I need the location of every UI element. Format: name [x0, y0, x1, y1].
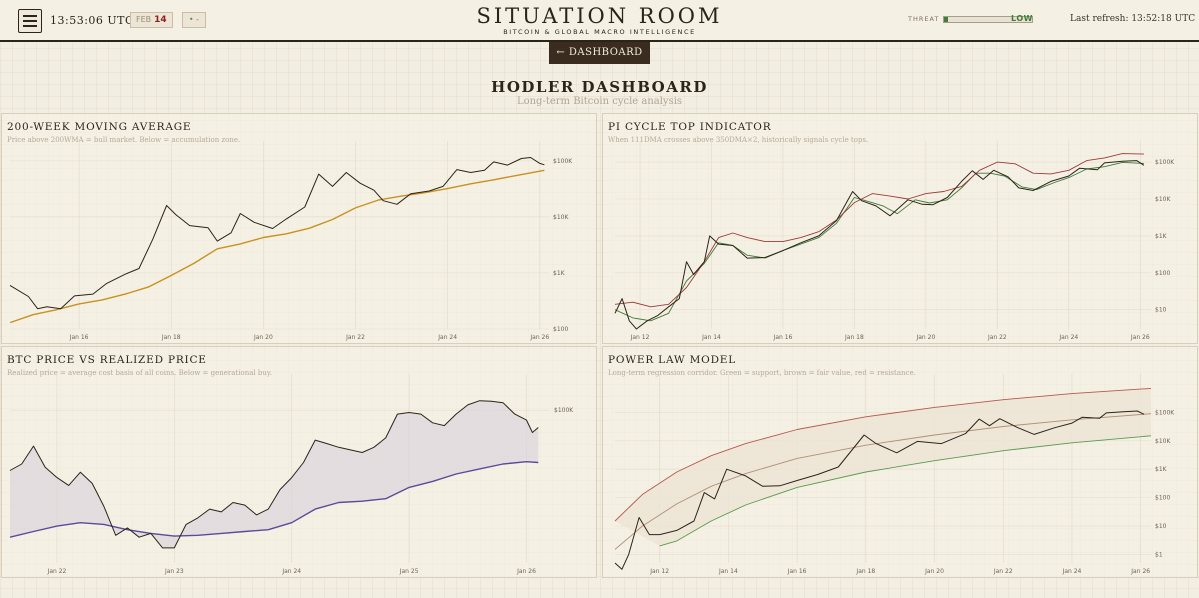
- y-tick-label: $10: [1155, 307, 1167, 314]
- x-tick-label: Jan 24: [437, 334, 457, 341]
- panel-title: POWER LAW MODEL: [608, 354, 737, 366]
- y-tick-label: $10: [1155, 523, 1167, 530]
- x-tick-label: Jan 18: [844, 334, 864, 341]
- series-btc-price-line: [614, 410, 1145, 570]
- panel-200wma: 200-WEEK MOVING AVERAGE Price above 200W…: [1, 113, 597, 344]
- x-tick-label: Jan 22: [47, 568, 67, 575]
- y-tick-label: $10K: [1155, 196, 1171, 203]
- series-btc-price-line: [9, 400, 539, 549]
- menu-icon[interactable]: [18, 9, 42, 33]
- x-tick-label: Jan 24: [1062, 568, 1082, 575]
- last-refresh: Last refresh: 13:52:18 UTC: [1070, 14, 1196, 24]
- brand-subtitle: BITCOIN & GLOBAL MACRO INTELLIGENCE: [503, 28, 696, 36]
- y-tick-label: $100: [1155, 495, 1170, 502]
- y-tick-label: $1K: [1155, 466, 1168, 473]
- x-tick-label: Jan 14: [701, 334, 721, 341]
- series-support-line: [659, 435, 1152, 547]
- x-tick-label: Jan 24: [281, 568, 301, 575]
- utc-clock: 13:53:06 UTC: [50, 14, 134, 27]
- x-tick-label: Jan 26: [1130, 334, 1150, 341]
- page-title: HODLER DASHBOARD: [491, 78, 708, 96]
- panel-power-law: POWER LAW MODEL Long-term regression cor…: [602, 346, 1198, 578]
- panel-pi-cycle: PI CYCLE TOP INDICATOR When 111DMA cross…: [602, 113, 1198, 344]
- x-tick-label: Jan 22: [987, 334, 1007, 341]
- y-tick-label: $100K: [553, 158, 573, 165]
- pi-cycle-chart: Jan 12 Jan 14 Jan 16 Jan 18 Jan 20 Jan 22 Jan …: [614, 141, 1175, 341]
- brand: SITUATION ROOM BITCOIN & GLOBAL MACRO IN…: [0, 4, 1199, 36]
- y-tick-label: $100K: [1155, 159, 1175, 166]
- date-month: FEB: [136, 15, 152, 24]
- x-tick-label: Jan 16: [69, 334, 89, 341]
- y-tick-label: $100: [1155, 270, 1170, 277]
- y-tick-label: $10K: [1155, 438, 1171, 445]
- series-111dma-line: [614, 161, 1144, 322]
- brand-title: SITUATION ROOM: [476, 4, 723, 28]
- dashboard-button[interactable]: ← DASHBOARD: [549, 42, 650, 64]
- panel-realized-price: BTC PRICE VS REALIZED PRICE Realized pri…: [1, 346, 597, 578]
- price-realized-fill: [10, 400, 539, 548]
- y-tick-label: $100: [553, 326, 568, 333]
- y-tick-label: $1K: [1155, 233, 1168, 240]
- series-resistance-line: [614, 387, 1152, 522]
- panel-title: 200-WEEK MOVING AVERAGE: [7, 121, 192, 133]
- panel-description: Price above 200WMA = bull market. Below …: [7, 136, 241, 144]
- y-tick-label: $1K: [553, 270, 566, 277]
- y-tick-label: $100K: [1155, 409, 1175, 416]
- panel-description: When 111DMA crosses above 350DMA×2, hist…: [608, 136, 869, 144]
- x-tick-label: Jan 18: [161, 334, 181, 341]
- series-fair-value-line: [614, 413, 1152, 550]
- x-tick-label: Jan 20: [924, 568, 944, 575]
- date-badge: FEB 14: [130, 12, 173, 28]
- panel-title: BTC PRICE VS REALIZED PRICE: [7, 354, 207, 366]
- x-tick-label: Jan 20: [253, 334, 273, 341]
- y-tick-label: $1: [1155, 551, 1163, 558]
- realized-price-chart: Jan 22 Jan 23 Jan 24 Jan 25 Jan 26 $100K: [9, 374, 574, 575]
- series-btc-price-line: [9, 157, 545, 310]
- x-tick-label: Jan 16: [787, 568, 807, 575]
- x-tick-label: Jan 12: [649, 568, 669, 575]
- x-tick-label: Jan 22: [993, 568, 1013, 575]
- power-corridor-fill: [615, 388, 1151, 546]
- series-350dma-x2-line: [614, 153, 1144, 308]
- page-subtitle: Long-term Bitcoin cycle analysis: [516, 96, 683, 107]
- x-tick-label: Jan 22: [345, 334, 365, 341]
- x-tick-label: Jan 26: [529, 334, 549, 341]
- y-tick-label: $10K: [553, 214, 569, 221]
- power-law-chart: Jan 12 Jan 14 Jan 16 Jan 18 Jan 20 Jan 22 Jan …: [614, 374, 1175, 575]
- threat-label: THREAT: [908, 15, 940, 23]
- threat-meter: [943, 16, 1033, 23]
- threat-meter-fill: [944, 17, 949, 22]
- status-label: •: [188, 15, 194, 24]
- x-tick-label: Jan 18: [855, 568, 875, 575]
- x-tick-label: Jan 20: [915, 334, 935, 341]
- x-tick-label: Jan 14: [718, 568, 738, 575]
- threat-value: LOW: [1011, 14, 1033, 23]
- x-tick-label: Jan 26: [516, 568, 536, 575]
- x-tick-label: Jan 23: [164, 568, 184, 575]
- status-indicator: • -: [182, 12, 206, 28]
- x-tick-label: Jan 16: [773, 334, 793, 341]
- y-tick-label: $100K: [554, 407, 574, 414]
- series-realized-price-line: [9, 460, 539, 538]
- top-bar: 13:53:06 UTC FEB 14 • - SITUATION ROOM BI…: [0, 0, 1199, 42]
- x-tick-label: Jan 25: [399, 568, 419, 575]
- panel-description: Long-term regression corridor. Green = s…: [608, 369, 916, 377]
- panel-title: PI CYCLE TOP INDICATOR: [608, 121, 772, 133]
- x-tick-label: Jan 26: [1130, 568, 1150, 575]
- panel-description: Realized price = average cost basis of a…: [7, 369, 273, 377]
- wma-chart: Jan 16 Jan 18 Jan 20 Jan 22 Jan 24 Jan 26 $100…: [9, 141, 573, 341]
- series-btc-price-line: [614, 160, 1145, 330]
- date-day: 14: [154, 15, 167, 25]
- x-tick-label: Jan 24: [1058, 334, 1078, 341]
- series-200wma-line: [9, 169, 545, 324]
- x-tick-label: Jan 12: [630, 334, 650, 341]
